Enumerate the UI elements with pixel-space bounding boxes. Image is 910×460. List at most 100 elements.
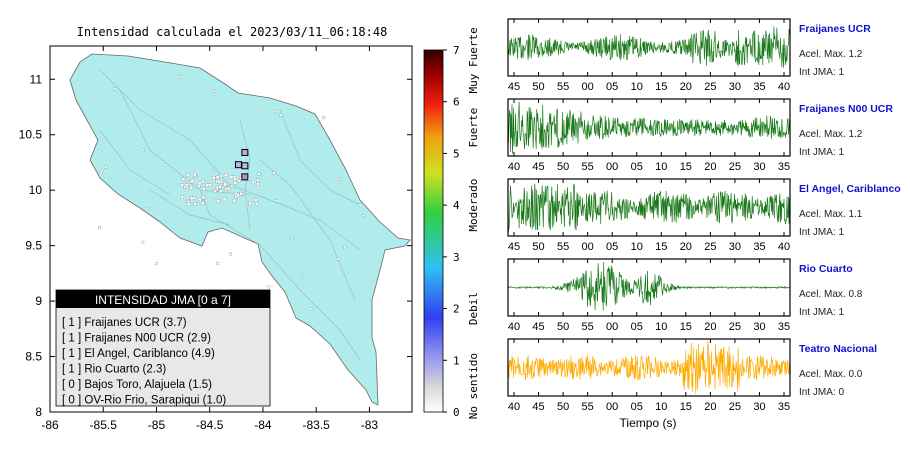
city-dot xyxy=(212,176,216,180)
colorbar-tick-label: 3 xyxy=(453,251,460,264)
waveform-tick-label: 05 xyxy=(606,81,618,93)
colorbar-tick-label: 7 xyxy=(453,44,460,57)
waveform-frame xyxy=(507,258,791,317)
town-dot xyxy=(279,113,283,117)
waveform-trace xyxy=(507,262,791,311)
waveform-tick-label: 35 xyxy=(753,241,765,253)
waveform-panel: 40 45 50 55 00 05 10 15 20 25 30 35 Rio Cuarto Acel. … xyxy=(507,258,863,333)
colorbar-labels: No sentido Debil Moderado Fuerte Muy Fuerte xyxy=(467,27,480,419)
town-dot xyxy=(272,171,276,175)
town-dot xyxy=(186,178,190,182)
colorbar-category-label: Moderado xyxy=(467,179,480,232)
city-dot xyxy=(189,186,193,190)
waveform-frame xyxy=(507,338,791,397)
colorbar-tick-label: 2 xyxy=(453,303,460,316)
map-xtick-label: -83.5 xyxy=(302,418,330,432)
town-dot xyxy=(216,261,220,265)
town-dot xyxy=(141,240,145,244)
waveform-tick-label: 30 xyxy=(753,401,765,413)
colorbar-category-label: Fuerte xyxy=(467,108,480,148)
waveform-tick-label: 45 xyxy=(508,81,520,93)
map-ytick-label: 10.5 xyxy=(19,128,43,142)
city-dot xyxy=(216,198,220,203)
waveform-frame xyxy=(507,18,791,77)
town-dot xyxy=(177,75,181,79)
waveform-tick-label: 55 xyxy=(557,241,569,253)
town-dot xyxy=(141,148,145,152)
map-xtick-label: -85 xyxy=(148,418,166,432)
city-dot xyxy=(201,195,205,200)
city-dot xyxy=(248,201,252,206)
waveform-tick-label: 35 xyxy=(778,161,790,173)
colorbar-ticks: 0 1 2 3 4 5 6 7 xyxy=(443,44,460,419)
station-name: Rio Cuarto xyxy=(799,263,853,275)
map-ytick-label: 11 xyxy=(30,72,43,86)
station-marker xyxy=(241,173,249,181)
waveform-tick-label: 50 xyxy=(532,81,544,93)
waveform-tick-label: 50 xyxy=(557,161,569,173)
map-ytick-label: 9.5 xyxy=(25,239,42,253)
city-dot xyxy=(229,175,234,179)
waveform-tick-label: 20 xyxy=(680,81,692,93)
jma-intensity: Int JMA: 1 xyxy=(799,67,844,78)
waveform-tick-label: 40 xyxy=(778,81,790,93)
town-dot xyxy=(267,285,271,289)
legend-item: [ 1 ] El Angel, Cariblanco (4.9) xyxy=(62,348,215,360)
town-dot xyxy=(212,167,216,171)
waveform-tick-label: 25 xyxy=(729,161,741,173)
legend-box xyxy=(55,289,271,407)
town-dot xyxy=(104,165,108,169)
waveform-trace xyxy=(507,101,791,154)
waveform-panel: 40 45 50 55 00 05 10 15 20 25 30 35 Fraijanes N00 UC… xyxy=(507,98,893,173)
jma-intensity: Int JMA: 1 xyxy=(799,307,844,318)
city-dot xyxy=(251,180,255,185)
town-dot xyxy=(164,163,168,167)
map-ytick-label: 9 xyxy=(35,294,42,308)
city-dot xyxy=(222,197,227,202)
city-dot xyxy=(201,201,205,205)
map-xtick-label: -86 xyxy=(41,418,59,432)
colorbar-tick-label: 5 xyxy=(453,147,460,160)
waveform-tick-label: 30 xyxy=(753,321,765,333)
waveform-tick-label: 15 xyxy=(655,81,667,93)
waveform-frame xyxy=(507,98,791,157)
accel-max: Acel. Max. 0.0 xyxy=(799,369,863,380)
waveform-tick-label: 15 xyxy=(655,241,667,253)
jma-intensity: Int JMA: 1 xyxy=(799,227,844,238)
city-dot xyxy=(186,173,190,177)
city-dot xyxy=(193,202,197,206)
city-dot xyxy=(184,183,189,187)
legend-header-bar xyxy=(56,290,270,308)
map-xticks: -86 -85.5 -85 -84.5 -84 -83.5 -83 xyxy=(41,46,378,432)
station-name: Fraijanes UCR xyxy=(799,23,871,35)
legend-header: INTENSIDAD JMA [0 a 7] xyxy=(95,293,231,307)
city-dot xyxy=(181,177,186,181)
waveform-tick-label: 50 xyxy=(557,321,569,333)
waveform-tick-label: 50 xyxy=(557,401,569,413)
colorbar-category-label: No sentido xyxy=(467,353,480,419)
city-dot xyxy=(202,187,206,191)
station-marker xyxy=(241,148,249,156)
city-dot xyxy=(256,182,260,186)
accel-max: Acel. Max. 0.8 xyxy=(799,289,863,300)
waveform-xlabel: Tiempo (s) xyxy=(620,416,677,430)
accel-max: Acel. Max. 1.2 xyxy=(799,129,863,140)
map-ytick-label: 10 xyxy=(29,183,43,197)
waveform-tick-label: 55 xyxy=(557,81,569,93)
waveform-tick-label: 25 xyxy=(729,401,741,413)
colorbar: 0 1 2 3 4 5 6 7 No sentido Debil Moderado Fuerte Mu… xyxy=(423,27,480,419)
city-dot xyxy=(232,198,237,203)
map-xtick-label: -83 xyxy=(361,418,379,432)
city-dot xyxy=(219,174,223,178)
town-dot xyxy=(237,179,241,183)
city-dot xyxy=(224,173,228,177)
city-dot xyxy=(200,179,205,184)
station-markers xyxy=(234,148,249,181)
town-dot xyxy=(290,235,294,239)
waveform-tick-label: 15 xyxy=(680,401,692,413)
town-dot xyxy=(275,199,279,203)
colorbar-tick-label: 1 xyxy=(453,354,460,367)
waveform-tick-label: 15 xyxy=(680,161,692,173)
waveform-tick-label: 05 xyxy=(631,161,643,173)
waveform-tick-label: 00 xyxy=(582,241,594,253)
